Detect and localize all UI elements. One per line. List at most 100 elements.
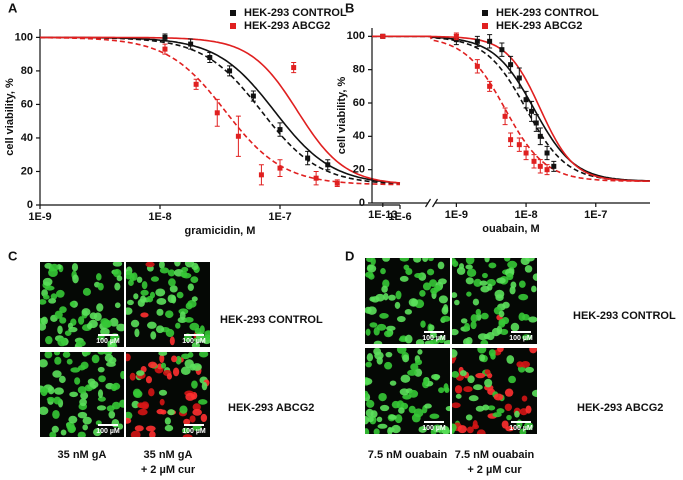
cell [181, 353, 191, 360]
cell [116, 275, 123, 282]
cell [379, 404, 390, 412]
cell [417, 349, 423, 355]
fit-curve [372, 35, 650, 182]
caption: 7.5 nM ouabain [455, 449, 535, 461]
cell [158, 389, 168, 396]
cell [134, 425, 144, 432]
cell [148, 388, 155, 397]
cell [366, 306, 377, 315]
cell [399, 388, 409, 396]
data-point [531, 158, 537, 164]
cell [388, 294, 396, 301]
cell [518, 293, 529, 301]
cell [190, 276, 199, 284]
cell [185, 392, 195, 401]
cell [370, 258, 376, 266]
cell [519, 428, 527, 434]
cell [504, 388, 514, 397]
cell [40, 387, 48, 397]
cell [365, 428, 370, 434]
cell [475, 405, 485, 412]
cell [516, 361, 524, 368]
cell [431, 373, 441, 380]
cell [394, 414, 403, 424]
cell [518, 312, 526, 321]
data-point [502, 113, 508, 119]
cell [155, 325, 165, 334]
cell [129, 372, 136, 381]
cell [50, 263, 59, 272]
micrograph-panel: C 100 µM 100 µM HEK-293 CONTROL 100 µM 100 µM… [8, 248, 323, 475]
cell [189, 363, 197, 371]
cell [148, 361, 158, 369]
cell [497, 348, 504, 353]
cell [44, 285, 55, 291]
cell [428, 258, 434, 262]
cell [48, 298, 57, 304]
cell [159, 398, 165, 406]
cell [529, 348, 537, 354]
fit-curve [40, 36, 400, 186]
cell [428, 324, 435, 332]
micrograph [365, 348, 450, 434]
cell [470, 314, 478, 323]
cell [155, 288, 166, 297]
cell [373, 428, 380, 434]
cell [506, 355, 515, 364]
cell [389, 380, 397, 386]
cell [395, 290, 402, 300]
cell [370, 296, 380, 303]
cell [501, 420, 509, 429]
cell [45, 336, 53, 345]
cell [452, 292, 458, 299]
cell [482, 272, 488, 279]
cell [379, 312, 389, 319]
cell [114, 282, 121, 291]
cell [463, 386, 473, 393]
micrograph-panel: D 100 µM 100 µM HEK-293 CONTROL 100 µM 100 µM… [345, 248, 676, 475]
cell [169, 336, 175, 346]
cell [189, 415, 196, 423]
cell [51, 425, 59, 433]
cell [183, 418, 191, 426]
cell [156, 408, 165, 415]
cell [407, 369, 417, 376]
cell [57, 325, 63, 335]
micrograph [126, 262, 210, 347]
cell [376, 416, 383, 423]
cell [487, 405, 496, 411]
cell [444, 386, 450, 394]
data-point [162, 34, 168, 40]
data-point [258, 172, 264, 178]
cell [128, 279, 134, 286]
caption: 35 nM gA [144, 449, 193, 461]
legend-marker [482, 10, 488, 16]
data-point [487, 38, 493, 44]
cell [127, 299, 134, 306]
cell [475, 372, 486, 379]
cell [165, 328, 175, 338]
cell [399, 275, 409, 282]
cell [79, 398, 87, 407]
cell [429, 279, 438, 287]
row-label: HEK-293 ABCG2 [577, 402, 663, 414]
cell [149, 430, 156, 437]
micrograph [126, 352, 210, 437]
cell [480, 312, 489, 320]
data-point [188, 41, 194, 47]
cell [399, 258, 410, 262]
cell [419, 290, 426, 297]
cell [488, 349, 496, 357]
cell [521, 395, 528, 402]
cell [145, 376, 152, 384]
cell [438, 387, 445, 394]
cell [95, 273, 102, 281]
cell [166, 373, 173, 380]
data-point [162, 46, 168, 52]
cell [441, 425, 450, 434]
micrograph [452, 348, 537, 434]
data-point [193, 81, 199, 87]
data-point [214, 110, 220, 116]
cell [52, 370, 62, 378]
row-label: HEK-293 ABCG2 [228, 402, 314, 414]
